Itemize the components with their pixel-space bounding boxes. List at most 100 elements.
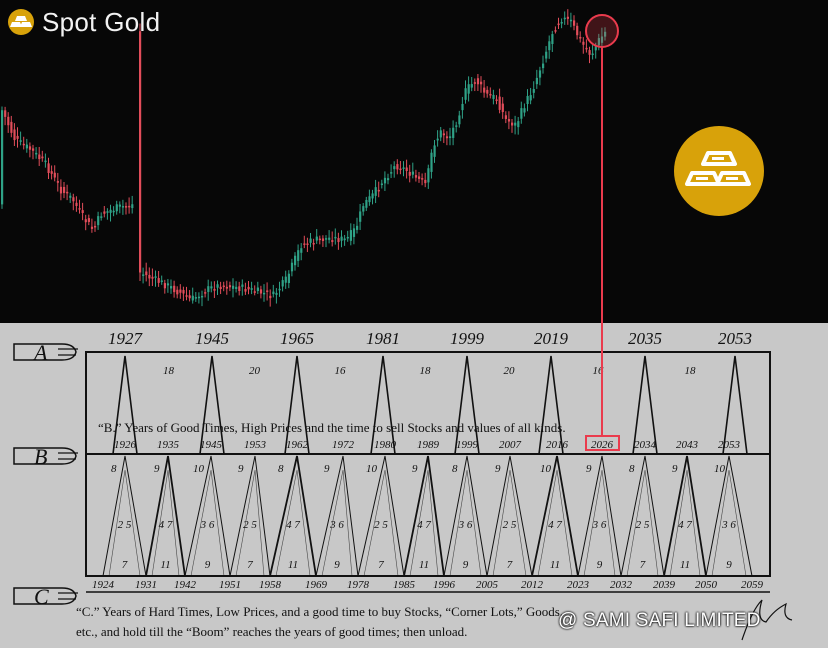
cycle-lower-number: 11 [550, 559, 560, 571]
candle [473, 78, 476, 92]
candle [272, 284, 275, 298]
candle [498, 88, 501, 114]
cycle-triangle [577, 455, 622, 577]
row-c-year: 1969 [305, 579, 328, 591]
row-c-caption-line-2: etc., and hold till the “Boom” reaches t… [76, 624, 467, 639]
candle [35, 147, 38, 159]
candle [306, 237, 309, 253]
candle [287, 270, 290, 289]
candle [566, 9, 569, 25]
candle [207, 279, 210, 301]
candle [511, 119, 514, 133]
row-b-year: 1935 [157, 439, 180, 451]
candle [63, 182, 66, 199]
row-a-year: 2035 [628, 329, 662, 348]
candle [176, 286, 179, 299]
candle [191, 287, 194, 304]
cycle-upper-number: 8 [111, 463, 117, 475]
benner-cycle-chart: A B C 1927 1945 1965 1981 1999 2019 2035 2053 18 20 1… [0, 323, 828, 648]
row-a-year: 1945 [195, 329, 229, 348]
candle [216, 280, 219, 295]
candle [501, 97, 504, 119]
row-b-caption: “B.” Years of Good Times, High Prices an… [98, 420, 566, 435]
candle [582, 37, 585, 54]
candle [399, 160, 402, 175]
cycle-triangle [663, 455, 707, 577]
candle [374, 179, 377, 204]
cycle-upper-number: 10 [366, 463, 378, 475]
candle [464, 80, 467, 104]
candle [585, 39, 588, 53]
candle [163, 279, 166, 294]
candle [53, 165, 56, 182]
cycle-middle-numbers: 3 6 [721, 519, 736, 531]
cycle-lower-number: 7 [247, 559, 253, 571]
cycle-lower-number: 7 [378, 559, 384, 571]
candle [263, 284, 266, 302]
row-b-year: 2007 [499, 439, 522, 451]
candle [551, 30, 554, 52]
row-c-year: 2012 [521, 579, 544, 591]
candle [538, 66, 542, 86]
candle [445, 131, 449, 146]
cycle-upper-number: 8 [452, 463, 458, 475]
gold-logo-icon [8, 9, 34, 35]
cycle-middle-numbers: 2 5 [243, 519, 257, 531]
cycle-upper-number: 9 [324, 463, 330, 475]
candle [318, 235, 321, 245]
cycle-upper-number: 8 [278, 463, 284, 475]
cycle-lower-number: 9 [334, 559, 340, 571]
candle [219, 281, 222, 295]
candle [179, 284, 182, 299]
cycle-upper-number: 9 [672, 463, 678, 475]
cycle-triangle [620, 455, 665, 577]
row-a-year: 2053 [718, 329, 752, 348]
row-a-peak [454, 355, 480, 455]
row-c-caption-line-1: “C.” Years of Hard Times, Low Prices, an… [76, 604, 563, 619]
candle [340, 230, 343, 248]
candle [235, 281, 238, 293]
candle [436, 130, 439, 147]
cycle-middle-numbers: 3 6 [329, 519, 344, 531]
watermark: @ SAMI SAFI LIMITED [558, 610, 761, 631]
row-a-peak [722, 355, 748, 455]
cycle-triangle [357, 455, 405, 577]
candle [458, 110, 461, 128]
candle [427, 164, 430, 189]
row-a-interval: 16 [335, 365, 347, 377]
row-c-year: 2032 [610, 579, 633, 591]
cycle-lower-number: 7 [122, 559, 128, 571]
candle [16, 127, 19, 148]
candle [489, 87, 492, 99]
row-a-year: 1927 [108, 329, 144, 348]
candle [300, 243, 303, 261]
cycle-upper-number: 10 [193, 463, 205, 475]
gold-bars-icon [674, 126, 764, 216]
candle [275, 288, 278, 304]
row-b-year: 2043 [676, 439, 699, 451]
candle [507, 111, 511, 130]
candle [504, 111, 507, 124]
candle [290, 258, 294, 277]
candle [309, 233, 312, 248]
candle [433, 139, 436, 163]
candle [148, 267, 151, 287]
candle [495, 95, 498, 105]
candle [256, 281, 259, 294]
candle [103, 206, 106, 218]
cycle-upper-number: 9 [586, 463, 592, 475]
candle [563, 11, 566, 25]
candle [535, 69, 538, 89]
candle [557, 17, 560, 29]
candle [312, 238, 315, 251]
row-a-peak [632, 355, 658, 455]
cycle-upper-number: 9 [412, 463, 418, 475]
candle [449, 127, 452, 146]
row-a-peak [538, 355, 564, 455]
candle [142, 267, 145, 284]
candle [368, 189, 371, 206]
row-c-year: 2039 [653, 579, 676, 591]
candle [442, 129, 445, 143]
candle [371, 189, 374, 205]
row-label-b: B [13, 444, 78, 469]
